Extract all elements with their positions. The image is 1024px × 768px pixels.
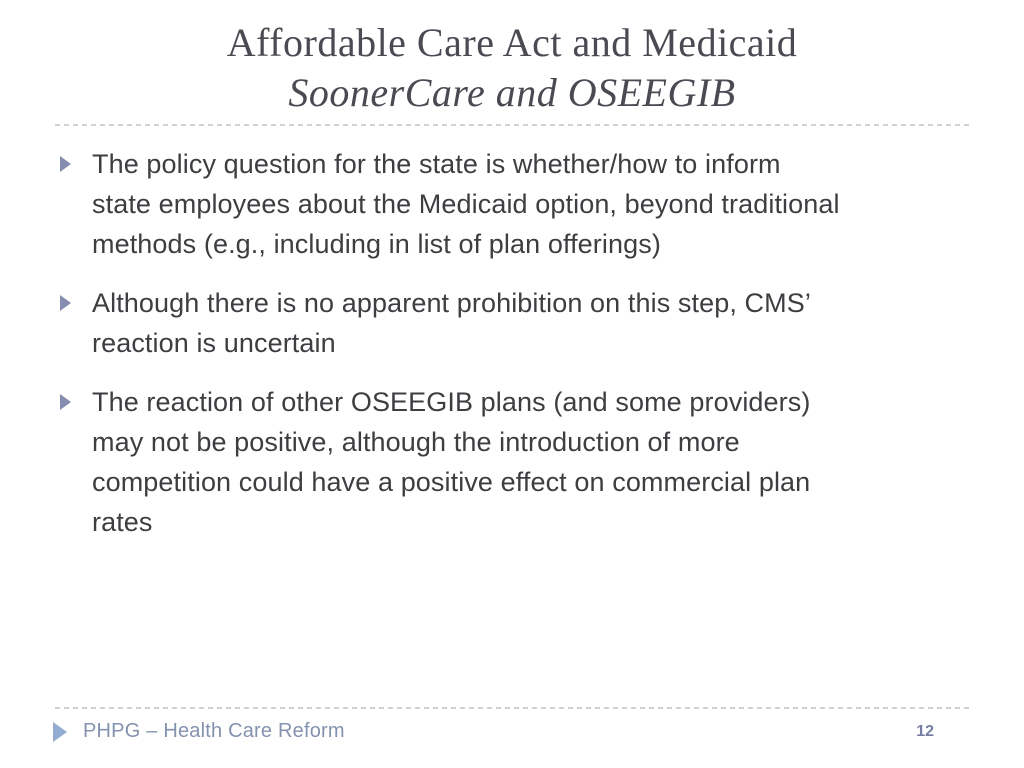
title-divider-dotted-line [55,124,973,126]
bullet-triangle-icon [60,156,71,172]
bullet-triangle-icon [60,295,71,311]
bullet-text: The reaction of other OSEEGIB plans (and… [92,387,811,537]
list-item: The reaction of other OSEEGIB plans (and… [60,382,960,542]
title-block: Affordable Care Act and Medicaid SoonerC… [0,18,1024,118]
bullet-triangle-icon [60,394,71,410]
slide-subtitle: SoonerCare and OSEEGIB [288,70,736,115]
page-number: 12 [916,723,934,740]
bullet-text: The policy question for the state is whe… [92,149,840,259]
list-item: Although there is no apparent prohibitio… [60,283,960,363]
footer-triangle-icon [53,722,67,742]
list-item: The policy question for the state is whe… [60,144,960,264]
slide-title: Affordable Care Act and Medicaid [226,20,798,65]
footer-divider-dotted-line [55,707,973,709]
bullet-list: The policy question for the state is whe… [60,144,960,561]
footer: PHPG – Health Care Reform 12 [0,716,1024,756]
bullet-text: Although there is no apparent prohibitio… [92,288,811,358]
footer-label: PHPG – Health Care Reform [83,720,345,742]
